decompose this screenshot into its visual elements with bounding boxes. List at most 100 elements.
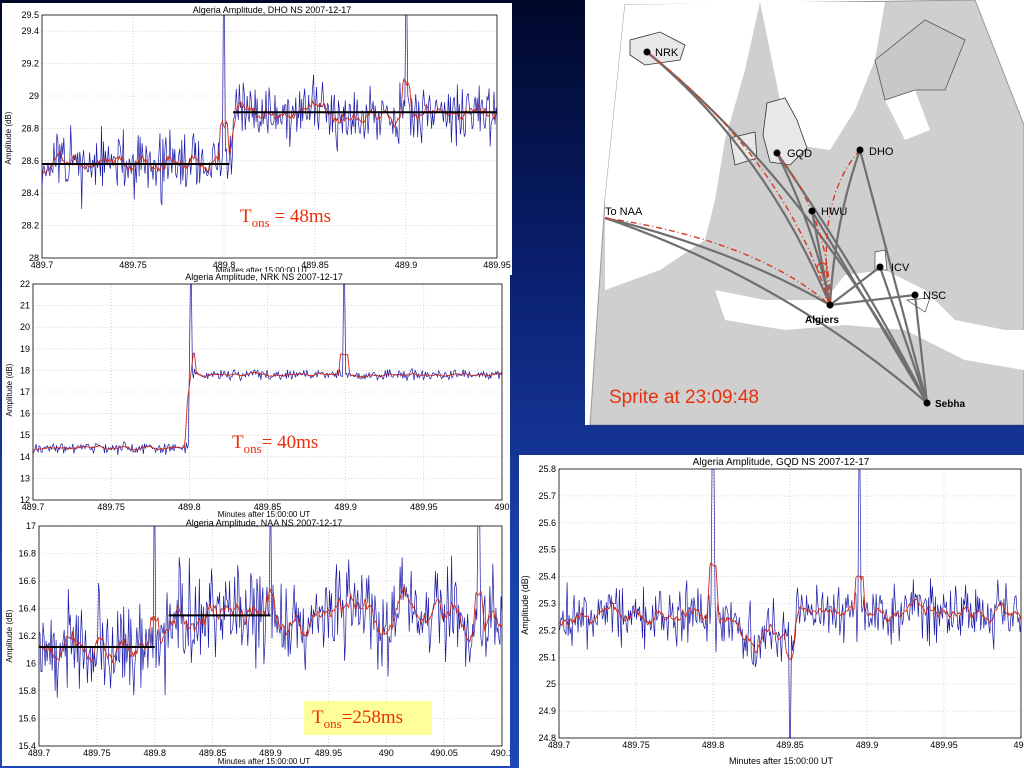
x-tick-label: 489.75: [119, 260, 147, 270]
x-tick-label: 489.9: [259, 748, 282, 758]
path-nsc-sebha: [913, 294, 929, 404]
series-group: [42, 15, 497, 210]
baltic-sea: [885, 90, 930, 140]
y-tick-label: 25.6: [538, 518, 556, 528]
x-axis-label: Minutes after 15:00:00 UT: [729, 756, 834, 766]
path-naa-algiers: [604, 216, 831, 306]
x-tick-label: 489.75: [97, 502, 125, 512]
annotation-sub: ons: [243, 440, 262, 456]
y-tick-label: 17: [20, 387, 30, 397]
gqd-amplitude-chart: Algeria Amplitude, GQD NS 2007-12-17 Min…: [519, 455, 1024, 768]
y-tick-label: 12: [20, 495, 30, 505]
y-tick-label: 25.3: [538, 599, 556, 609]
smoothed-amplitude-series: [42, 77, 497, 175]
x-tick-label: 489.9: [856, 740, 879, 750]
mediterranean-sea: [715, 270, 1024, 370]
x-tick-label: 490.05: [430, 748, 458, 758]
station-label-icv: ICV: [891, 262, 910, 274]
dashed-gqd-algiers: [776, 152, 831, 306]
map-caption: Sprite at 23:09:48: [609, 387, 759, 408]
x-tick-label: 489.95: [483, 260, 511, 270]
y-tick-label: 25.5: [538, 545, 556, 555]
y-tick-label: 29.4: [21, 26, 39, 36]
x-tick-label: 489.95: [930, 740, 958, 750]
x-tick-label: 489.75: [83, 748, 111, 758]
path-hwu-algiers: [810, 210, 832, 306]
annotation-tail: = 48ms: [269, 206, 332, 227]
dho-chart-svg: Algeria Amplitude, DHO NS 2007-12-17 Min…: [4, 5, 511, 275]
y-tick-label: 25.4: [538, 572, 556, 582]
x-axis-label: Minutes after 15:00:00 UT: [218, 757, 311, 766]
station-label-dho: DHO: [869, 146, 894, 158]
raw-amplitude-series: [559, 469, 1021, 738]
x-tick-label: 489.85: [776, 740, 804, 750]
map-svg: NRK GQD DHO HWU ICV NSC Algiers Sebha To…: [589, 0, 1024, 425]
station-dot-hwu: [808, 207, 816, 215]
y-axis-label: Amplitude (dB): [520, 575, 530, 635]
x-tick-label: 489.9: [334, 502, 357, 512]
x-tick-label: 489.7: [548, 740, 571, 750]
series-group: [33, 284, 502, 455]
y-tick-label: 16.8: [18, 549, 36, 559]
x-axis-label: Minutes after 15:00:00 UT: [218, 510, 311, 519]
path-hwu-sebha: [811, 210, 928, 404]
scandinavia: [874, 19, 966, 101]
raw-amplitude-series: [33, 284, 502, 455]
station-dot-nsc: [911, 291, 919, 299]
y-tick-label: 15.6: [18, 714, 36, 724]
smoothed-amplitude-series: [39, 585, 502, 664]
annotation-highlight-box: [304, 701, 432, 735]
y-tick-label: 25.1: [538, 652, 556, 662]
station-dot-gqd: [773, 149, 781, 157]
y-tick-label: 25.8: [538, 464, 556, 474]
y-tick-label: 16: [26, 659, 36, 669]
onset-annotation: Tons=258ms: [312, 707, 403, 732]
x-axis-label: Minutes after 15:00:00 UT: [216, 266, 309, 275]
atlantic-sea: [605, 2, 760, 290]
naa-amplitude-chart: Algeria Amplitude, NAA NS 2007-12-17 Min…: [2, 518, 510, 766]
to-naa-label: To NAA: [605, 206, 643, 218]
station-label-nrk: NRK: [655, 47, 679, 59]
y-tick-label: 24.8: [538, 733, 556, 743]
x-tick-label: 489.8: [702, 740, 725, 750]
annotation-tail: = 40ms: [261, 432, 319, 453]
x-tick-label: 489.8: [213, 260, 236, 270]
smoothed-amplitude-series: [33, 352, 502, 451]
y-tick-label: 29: [29, 91, 39, 101]
x-tick-label: 489.85: [254, 502, 282, 512]
path-icv-sebha: [878, 266, 929, 404]
y-tick-label: 17: [26, 521, 36, 531]
iceland: [629, 31, 686, 66]
onset-annotation: Tons= 40ms: [232, 432, 318, 457]
x-tick-label: 490: [379, 748, 394, 758]
y-tick-label: 16.6: [18, 576, 36, 586]
smoothed-amplitude-series: [559, 562, 1021, 661]
station-dot-algiers: [826, 301, 834, 309]
station-dot-icv: [876, 263, 884, 271]
raw-amplitude-series: [42, 15, 497, 210]
x-tick-label: 489.85: [301, 260, 329, 270]
y-tick-label: 16: [20, 409, 30, 419]
y-tick-label: 14: [20, 452, 30, 462]
y-tick-label: 29.5: [21, 10, 39, 20]
y-tick-label: 24.9: [538, 706, 556, 716]
y-tick-label: 28.6: [21, 156, 39, 166]
x-tick-label: 490.1: [491, 748, 510, 758]
x-tick-label: 489.9: [395, 260, 418, 270]
x-tick-label: 490: [494, 502, 509, 512]
station-label-algiers: Algiers: [805, 315, 839, 326]
series-group: [39, 526, 502, 698]
x-tick-label: 489.75: [622, 740, 650, 750]
station-label-gqd: GQD: [787, 148, 812, 160]
path-dho-sebha: [858, 149, 929, 404]
chart-title: Algeria Amplitude, NRK NS 2007-12-17: [185, 272, 343, 282]
path-naa-sebha: [604, 216, 928, 404]
y-axis-label: Amplitude (dB): [4, 111, 13, 164]
station-label-sebha: Sebha: [935, 399, 965, 410]
x-tick-label: 489.7: [31, 260, 54, 270]
y-axis-label: Amplitude (dB): [5, 609, 14, 662]
y-tick-label: 15: [20, 430, 30, 440]
x-tick-label: 489.95: [410, 502, 438, 512]
nrk-chart-svg: Algeria Amplitude, NRK NS 2007-12-17 Min…: [5, 272, 510, 519]
naa-chart-svg: Algeria Amplitude, NAA NS 2007-12-17 Min…: [5, 518, 510, 766]
